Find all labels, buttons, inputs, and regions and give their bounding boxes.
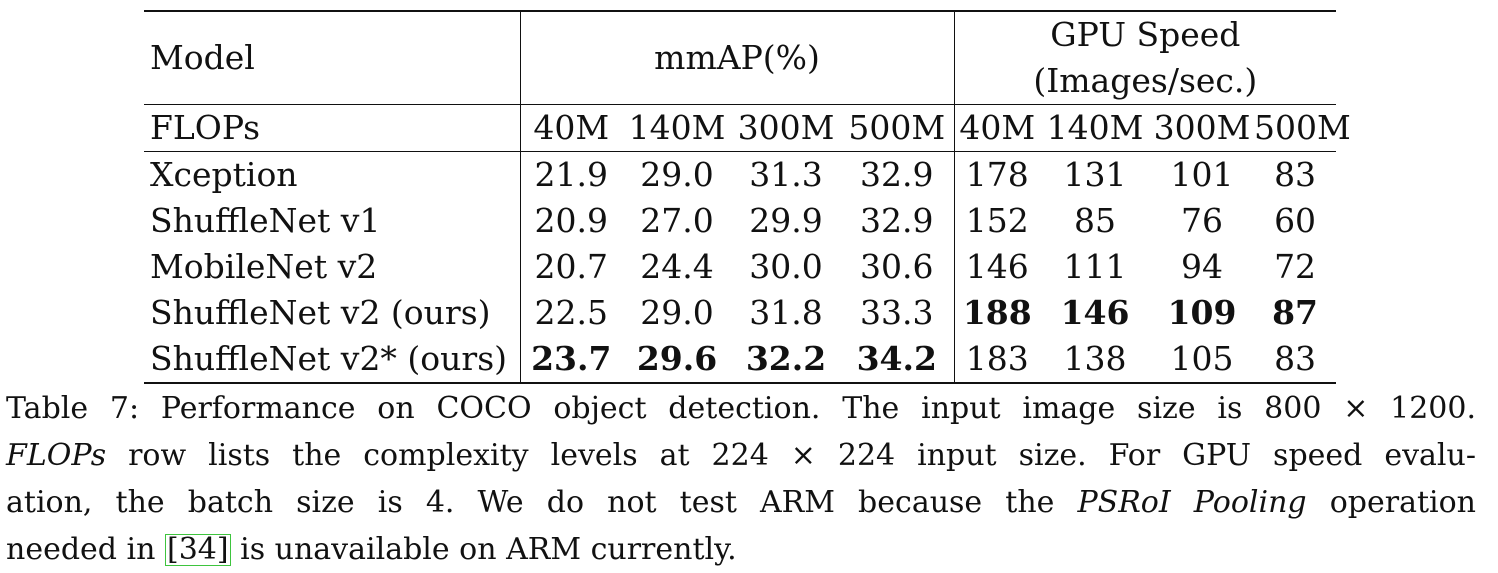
table-row: ShuffleNet v2* (ours) 23.7 29.6 32.2 34.… (144, 336, 1337, 384)
mmap-cell-best: 32.2 (732, 336, 840, 384)
header-mmap: mmAP(%) (520, 10, 955, 105)
mmap-cell: 20.9 (534, 201, 608, 240)
results-table: Model mmAP(%) GPU Speed (Images/sec.) FL… (144, 10, 1351, 384)
model-name-cell: ShuffleNet v2 (ours) (144, 290, 521, 336)
gpu-cell: 101 (1150, 151, 1255, 198)
model-name-cell: MobileNet v2 (144, 244, 521, 290)
flops-gpu-cell: 500M (1254, 104, 1351, 152)
gpu-cell: 83 (1254, 336, 1337, 384)
gpu-cell: 83 (1254, 151, 1337, 198)
mmap-cell: 29.0 (622, 151, 732, 198)
caption-line-4: needed in [34] is unavailable on ARM cur… (6, 526, 1476, 573)
table-row: Xception 21.9 29.0 31.3 32.9 178 131 101… (144, 151, 1337, 198)
mmap-cell: 32.9 (860, 201, 934, 240)
caption-line-3: ation, the batch size is 4. We do not te… (6, 479, 1476, 526)
flops-gpu-cell: 140M (1040, 104, 1151, 152)
model-name-cell: ShuffleNet v1 (144, 198, 521, 244)
gpu-cell: 76 (1181, 201, 1224, 240)
flops-row: FLOPs 40M 140M 300M 500M 40M 140M 300M 5… (144, 104, 1351, 152)
header-gpu-line2: (Images/sec.) (1033, 61, 1258, 100)
mmap-cell: 20.7 (534, 247, 608, 286)
gpu-cell: 60 (1274, 201, 1317, 240)
flops-mmap-cell: 300M (732, 104, 840, 152)
gpu-cell: 178 (953, 151, 1041, 198)
caption-text: row lists the complexity levels at 224 ×… (106, 438, 1476, 473)
gpu-cell: 183 (953, 336, 1041, 384)
caption-line-2: FLOPs row lists the complexity levels at… (6, 432, 1476, 479)
mmap-cell-best: 29.6 (622, 336, 732, 384)
gpu-cell: 146 (953, 244, 1041, 290)
gpu-cell: 105 (1150, 336, 1255, 384)
mmap-cell: 31.3 (732, 151, 840, 198)
mmap-cell: 24.4 (640, 247, 714, 286)
caption-psroi-term: PSRoI Pooling (1077, 485, 1307, 520)
gpu-cell-best: 87 (1272, 293, 1319, 332)
header-gpu-speed: GPU Speed (Images/sec.) (953, 10, 1337, 105)
table-row: ShuffleNet v1 20.9 27.0 29.9 32.9 152 85… (144, 198, 1336, 244)
gpu-cell-best: 188 (953, 290, 1041, 336)
mmap-cell: 31.8 (749, 293, 823, 332)
flops-mmap-cell: 40M (520, 104, 622, 152)
gpu-cell: 138 (1040, 336, 1151, 384)
flops-gpu-cell: 300M (1150, 104, 1255, 152)
flops-gpu-cell: 40M (953, 104, 1041, 152)
mmap-cell: 32.9 (840, 151, 955, 198)
flops-mmap-cell: 500M (840, 104, 955, 152)
mmap-cell: 30.6 (860, 247, 934, 286)
gpu-cell-best: 146 (1060, 293, 1130, 332)
mmap-cell: 33.3 (860, 293, 934, 332)
header-gpu-line1: GPU Speed (1050, 15, 1241, 54)
mmap-cell: 30.0 (749, 247, 823, 286)
gpu-cell: 72 (1274, 247, 1317, 286)
gpu-cell-best: 109 (1167, 293, 1237, 332)
flops-mmap-cell: 140M (622, 104, 732, 152)
results-table-container: Model mmAP(%) GPU Speed (Images/sec.) FL… (144, 10, 1351, 384)
table-row: ShuffleNet v2 (ours) 22.5 29.0 31.8 33.3… (144, 290, 1336, 336)
caption-text: needed in (6, 532, 165, 567)
mmap-cell: 29.0 (640, 293, 714, 332)
mmap-cell: 21.9 (520, 151, 622, 198)
gpu-cell: 85 (1074, 201, 1117, 240)
mmap-cell: 22.5 (534, 293, 608, 332)
gpu-cell: 111 (1063, 247, 1127, 286)
caption-text: ation, the batch size is 4. We do not te… (6, 485, 1078, 520)
caption-text: is unavailable on ARM currently. (230, 532, 737, 567)
mmap-cell: 27.0 (640, 201, 714, 240)
mmap-cell-best: 34.2 (840, 336, 955, 384)
caption-line-1: Table 7: Performance on COCO object dete… (6, 391, 1476, 426)
gpu-cell: 94 (1181, 247, 1224, 286)
header-model: Model (144, 10, 521, 105)
table-row: MobileNet v2 20.7 24.4 30.0 30.6 146 111… (144, 244, 1336, 290)
gpu-cell: 152 (953, 198, 1041, 244)
gpu-cell: 131 (1040, 151, 1151, 198)
flops-label: FLOPs (144, 104, 521, 152)
citation-link[interactable]: [34] (164, 532, 231, 567)
mmap-cell-best: 23.7 (520, 336, 622, 384)
table-caption: Table 7: Performance on COCO object dete… (6, 385, 1476, 573)
model-name-cell: Xception (144, 151, 521, 198)
mmap-cell: 29.9 (749, 201, 823, 240)
caption-text: operation (1306, 485, 1476, 520)
caption-flops-term: FLOPs (6, 438, 107, 473)
model-name-cell: ShuffleNet v2* (ours) (144, 336, 521, 384)
